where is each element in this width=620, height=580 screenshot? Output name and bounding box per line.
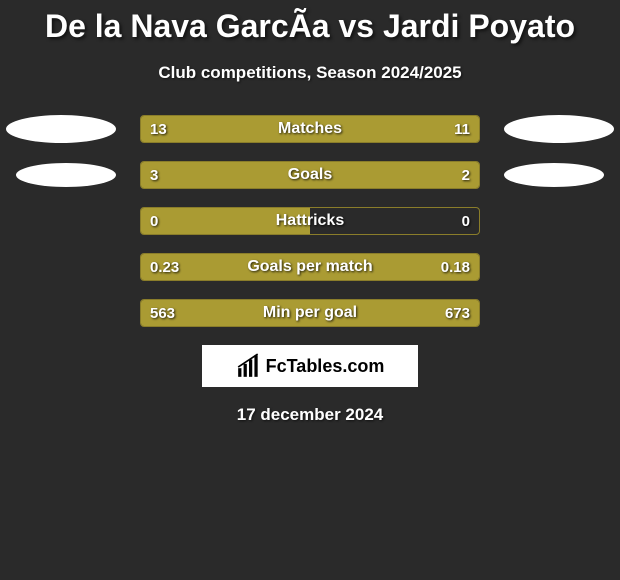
stat-label: Min per goal — [141, 300, 479, 326]
oval-right — [504, 115, 614, 143]
oval-left — [16, 163, 116, 187]
stat-value-right: 0 — [462, 207, 470, 235]
stat-row: Goals3 2 — [0, 161, 620, 189]
stat-label: Matches — [141, 116, 479, 142]
oval-left — [6, 115, 116, 143]
oval-right — [504, 163, 604, 187]
bar-chart-icon — [236, 353, 262, 379]
stat-label: Goals per match — [141, 254, 479, 280]
bar-track: Goals — [140, 161, 480, 189]
stat-row: Goals per match0.23 0.18 — [0, 253, 620, 281]
stat-value-right: 673 — [445, 299, 470, 327]
stat-value-left: 13 — [150, 115, 167, 143]
stat-value-right: 11 — [454, 115, 470, 143]
page-title: De la Nava GarcÃ­a vs Jardi Poyato — [0, 0, 620, 45]
subtitle: Club competitions, Season 2024/2025 — [0, 63, 620, 83]
bar-track: Goals per match — [140, 253, 480, 281]
stat-label: Hattricks — [141, 208, 479, 234]
bar-track: Hattricks — [140, 207, 480, 235]
stat-value-right: 2 — [462, 161, 470, 189]
stat-value-left: 0.23 — [150, 253, 179, 281]
stat-value-left: 563 — [150, 299, 175, 327]
stat-value-right: 0.18 — [441, 253, 470, 281]
stat-row: Matches13 11 — [0, 115, 620, 143]
bar-track: Matches — [140, 115, 480, 143]
stat-value-left: 0 — [150, 207, 158, 235]
logo: FcTables.com — [236, 353, 385, 379]
stat-label: Goals — [141, 162, 479, 188]
logo-text: FcTables.com — [266, 356, 385, 377]
stat-rows-container: Matches13 11 Goals3 2 Hattricks0 0 Goals per m… — [0, 115, 620, 327]
bar-track: Min per goal — [140, 299, 480, 327]
logo-box: FcTables.com — [202, 345, 418, 387]
stat-row: Hattricks0 0 — [0, 207, 620, 235]
date: 17 december 2024 — [0, 405, 620, 425]
stat-row: Min per goal563 673 — [0, 299, 620, 327]
stat-value-left: 3 — [150, 161, 158, 189]
